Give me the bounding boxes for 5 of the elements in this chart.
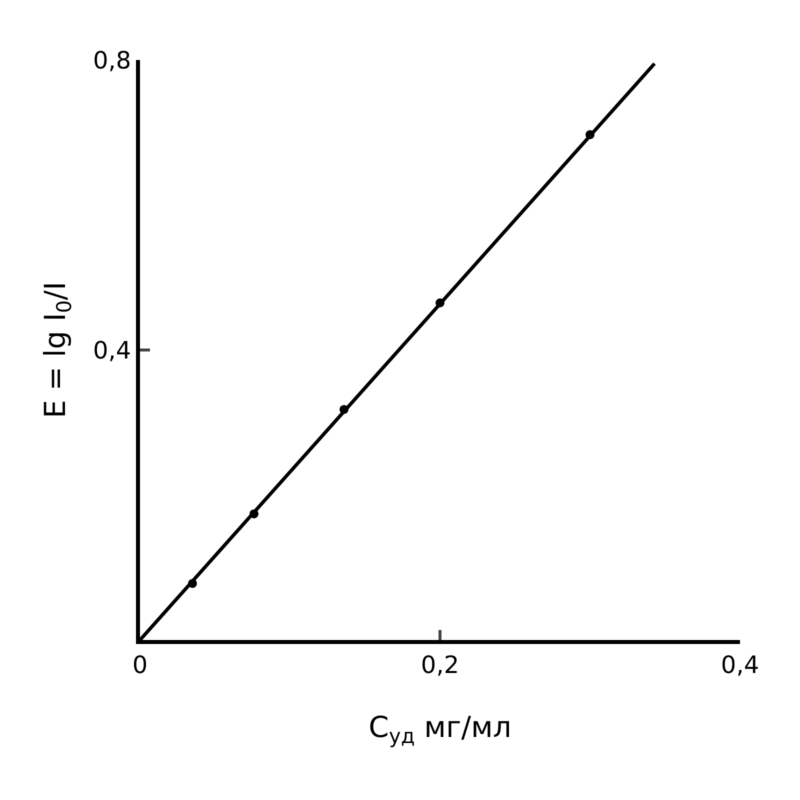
x-tick-label: 0,4 bbox=[720, 650, 760, 679]
x-axis-title: C$_{уд}$ мг/мл bbox=[368, 710, 512, 748]
x-tick-label: 0 bbox=[132, 650, 148, 679]
y-tick-label: 0,8 bbox=[93, 46, 132, 74]
x-tick-label: 0,2 bbox=[420, 650, 460, 679]
